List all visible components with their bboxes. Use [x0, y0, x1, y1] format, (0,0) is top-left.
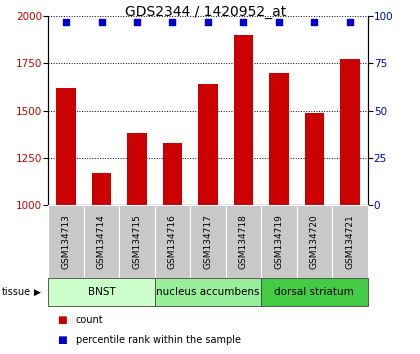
Text: GSM134714: GSM134714: [97, 214, 106, 269]
Point: [98, 19, 105, 24]
Text: GSM134713: GSM134713: [62, 214, 71, 269]
Point: [169, 19, 176, 24]
Point: [276, 19, 282, 24]
Text: GSM134717: GSM134717: [203, 214, 213, 269]
Text: GDS2344 / 1420952_at: GDS2344 / 1420952_at: [125, 5, 286, 19]
Text: GSM134718: GSM134718: [239, 214, 248, 269]
Bar: [92, 173, 111, 205]
Bar: [269, 73, 289, 205]
Bar: [198, 84, 218, 205]
Text: ■: ■: [57, 335, 66, 345]
Point: [63, 19, 69, 24]
Point: [346, 19, 353, 24]
Point: [205, 19, 211, 24]
Bar: [340, 58, 360, 205]
Bar: [127, 133, 147, 205]
Point: [134, 19, 140, 24]
Text: percentile rank within the sample: percentile rank within the sample: [76, 335, 241, 345]
Text: count: count: [76, 315, 103, 325]
Text: ■: ■: [57, 315, 66, 325]
Point: [311, 19, 318, 24]
Text: GSM134719: GSM134719: [274, 214, 284, 269]
Bar: [304, 113, 324, 205]
Text: GSM134721: GSM134721: [345, 214, 354, 269]
Bar: [56, 88, 76, 205]
Text: BNST: BNST: [88, 287, 116, 297]
Text: GSM134720: GSM134720: [310, 214, 319, 269]
Text: GSM134715: GSM134715: [132, 214, 142, 269]
Bar: [163, 143, 182, 205]
Point: [240, 19, 247, 24]
Text: ▶: ▶: [34, 287, 40, 297]
Text: tissue: tissue: [2, 287, 31, 297]
Bar: [234, 35, 253, 205]
Text: dorsal striatum: dorsal striatum: [274, 287, 354, 297]
Text: nucleus accumbens: nucleus accumbens: [156, 287, 260, 297]
Text: GSM134716: GSM134716: [168, 214, 177, 269]
